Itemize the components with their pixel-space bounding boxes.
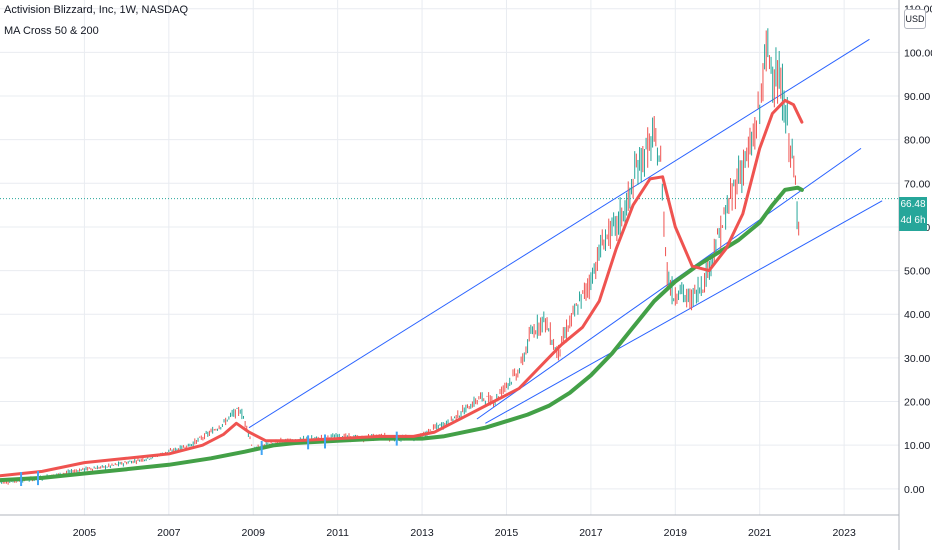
x-tick-label: 2007 (157, 527, 181, 539)
ma50-line (0, 98, 804, 478)
price-series (0, 28, 800, 485)
y-tick-label: 90.00 (904, 91, 930, 103)
x-tick-label: 2011 (326, 527, 349, 539)
ma200-line (0, 185, 804, 483)
last-price-value: 66.48 (900, 199, 926, 210)
x-tick-label: 2021 (748, 527, 772, 539)
x-tick-label: 2013 (410, 527, 434, 539)
channel-line-lower (485, 200, 883, 424)
x-tick-label: 2005 (73, 527, 97, 539)
y-tick-label: 0.00 (904, 484, 925, 496)
chart-title: Activision Blizzard, Inc, 1W, NASDAQ (4, 4, 188, 16)
x-tick-label: 2015 (495, 527, 519, 539)
y-tick-label: 50.00 (904, 266, 930, 278)
last-price-tag: 66.48 4d 6h (899, 197, 927, 231)
cross-markers (20, 431, 398, 486)
moving-averages (0, 98, 804, 483)
grid-lines (0, 0, 899, 515)
y-tick-label: 70.00 (904, 178, 930, 190)
y-tick-label: 40.00 (904, 309, 930, 321)
x-tick-label: 2017 (579, 527, 603, 539)
indicator-label: MA Cross 50 & 200 (4, 25, 99, 37)
x-tick-label: 2019 (664, 527, 688, 539)
y-tick-label: 30.00 (904, 353, 930, 365)
x-tick-label: 2009 (242, 527, 266, 539)
channel-line-upper (248, 38, 870, 429)
y-tick-label: 100.00 (904, 47, 932, 59)
y-tick-label: 80.00 (904, 135, 930, 147)
x-tick-label: 2023 (832, 527, 856, 539)
currency-button[interactable]: USD (904, 9, 926, 29)
y-tick-label: 10.00 (904, 440, 930, 452)
y-tick-label: 20.00 (904, 397, 930, 409)
bar-countdown: 4d 6h (900, 215, 926, 226)
